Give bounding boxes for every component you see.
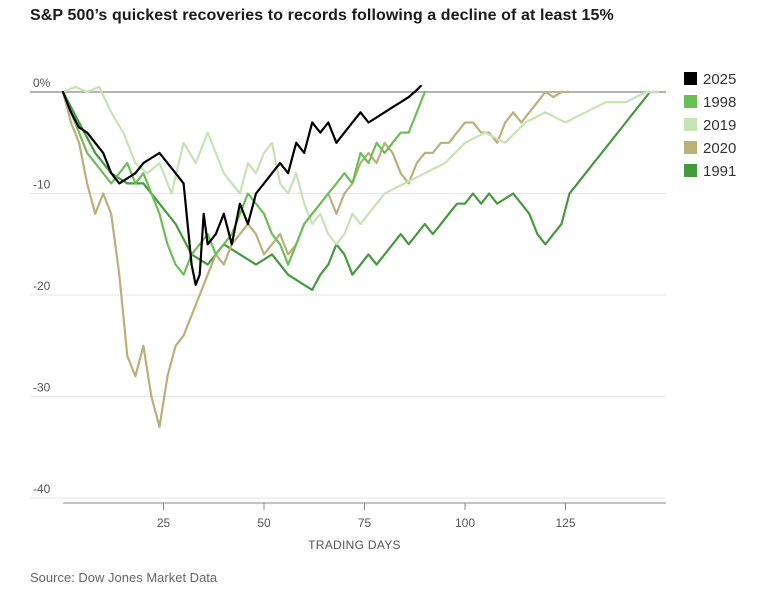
y-tick-label: -30 bbox=[33, 381, 51, 395]
y-axis-ticks: 0% -10 -20 -30 -40 bbox=[33, 76, 51, 496]
x-axis-label: TRADING DAYS bbox=[308, 538, 401, 552]
series-line-2025 bbox=[61, 84, 422, 286]
x-tick-label: 100 bbox=[455, 516, 475, 530]
series-lines bbox=[61, 84, 660, 428]
legend-label-2020: 2020 bbox=[703, 140, 736, 157]
chart-title: S&P 500’s quickest recoveries to records… bbox=[30, 7, 614, 24]
gridlines bbox=[30, 91, 666, 499]
series-line-2019 bbox=[61, 85, 660, 246]
x-tick-label: 125 bbox=[555, 516, 575, 530]
legend-label-1998: 1998 bbox=[703, 94, 736, 111]
x-tick-label: 75 bbox=[358, 516, 372, 530]
x-tick-label: 25 bbox=[157, 516, 171, 530]
y-tick-label: -20 bbox=[33, 279, 51, 293]
legend: 2025 1998 2019 2020 1991 bbox=[684, 71, 736, 180]
legend-label-2019: 2019 bbox=[703, 117, 736, 134]
y-tick-label: -10 bbox=[33, 178, 51, 192]
legend-swatch-1998 bbox=[684, 95, 697, 108]
legend-label-1991: 1991 bbox=[703, 163, 736, 180]
x-tick-label: 50 bbox=[257, 516, 271, 530]
y-tick-label: -40 bbox=[33, 482, 51, 496]
x-axis-ticks: 25 50 75 100 125 bbox=[63, 502, 666, 530]
legend-swatch-2020 bbox=[684, 141, 697, 154]
series-line-1998 bbox=[61, 90, 426, 276]
y-tick-label: 0% bbox=[33, 76, 51, 90]
legend-label-2025: 2025 bbox=[703, 71, 736, 88]
legend-swatch-2025 bbox=[684, 72, 697, 85]
series-line-2020 bbox=[61, 90, 571, 428]
legend-swatch-1991 bbox=[684, 164, 697, 177]
source-note: Source: Dow Jones Market Data bbox=[30, 570, 218, 585]
legend-swatch-2019 bbox=[684, 118, 697, 131]
